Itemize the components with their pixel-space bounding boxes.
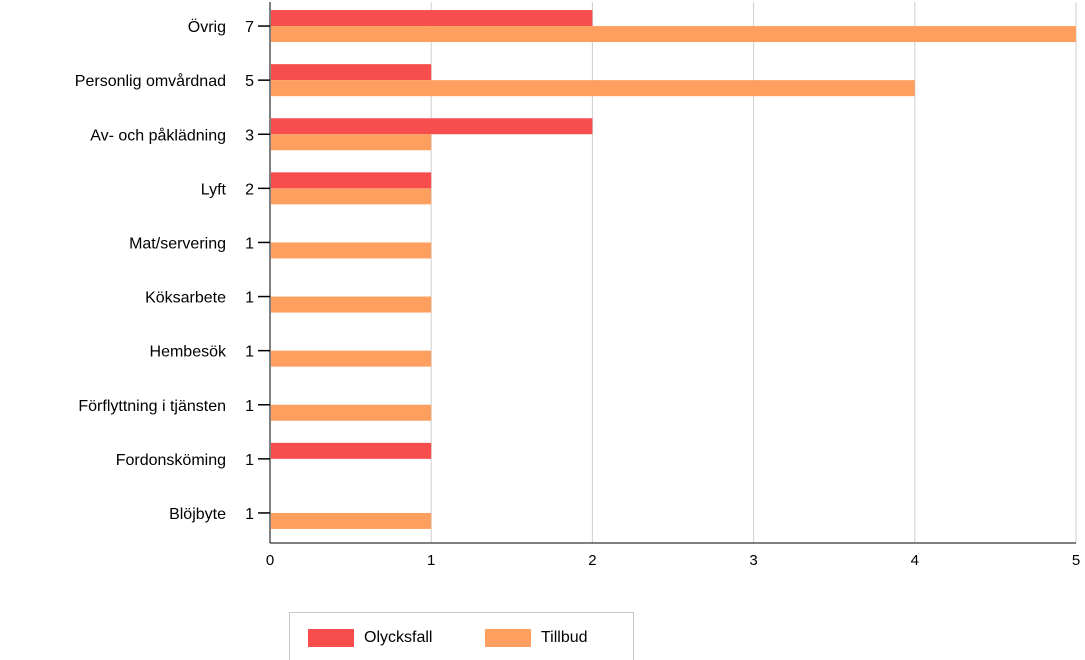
bar-olycksfall-fordonskoming (271, 442, 432, 459)
category-total-lyft: 2 (245, 181, 254, 198)
x-tick-label: 4 (911, 552, 919, 569)
axes (258, 2, 1076, 544)
category-total-ovrig: 7 (245, 19, 254, 36)
bar-tillbud-lyft (271, 188, 432, 205)
bar-tillbud-personlig-omvardnad (271, 80, 915, 97)
legend-label-olycksfall: Olycksfall (364, 629, 433, 646)
category-total-personlig-omvardnad: 5 (245, 73, 254, 90)
legend: Olycksfall Tillbud (289, 612, 634, 660)
x-tick-label: 1 (427, 552, 435, 569)
x-tick-label: 0 (266, 552, 274, 569)
category-total-fordonskoming: 1 (245, 452, 254, 469)
labels: 0 1 2 3 4 5 7 Övrig 5 Personlig omvårdnad 3 Av- och… (75, 18, 1080, 569)
bar-tillbud-ovrig (271, 26, 1076, 43)
legend-swatch-olycksfall (308, 629, 354, 647)
category-label-hembesok: Hembesök (150, 344, 227, 361)
legend-swatch-tillbud (485, 629, 531, 647)
legend-item-tillbud: Tillbud (485, 629, 588, 647)
category-label-personlig-omvardnad: Personlig omvårdnad (75, 72, 226, 90)
category-label-av-och-pakladning: Av- och påklädning (90, 126, 226, 144)
bar-tillbud-av-och-pakladning (271, 134, 432, 151)
bar-tillbud-hembesok (271, 350, 432, 367)
category-label-lyft: Lyft (201, 181, 227, 198)
bar-chart: 0 1 2 3 4 5 7 Övrig 5 Personlig omvårdnad 3 Av- och… (75, 2, 1080, 569)
bar-tillbud-forflyttning-i-tjansten (271, 404, 432, 421)
bar-olycksfall-ovrig (271, 10, 593, 27)
category-total-av-och-pakladning: 3 (245, 127, 254, 144)
bar-tillbud-koksarbete (271, 296, 432, 313)
category-total-forflyttning-i-tjansten: 1 (245, 398, 254, 415)
category-total-hembesok: 1 (245, 344, 254, 361)
bar-olycksfall-av-och-pakladning (271, 118, 593, 135)
legend-label-tillbud: Tillbud (541, 629, 588, 646)
x-tick-label: 5 (1072, 552, 1080, 569)
bar-tillbud-blojbyte (271, 512, 432, 529)
category-total-mat-servering: 1 (245, 235, 254, 252)
category-total-blojbyte: 1 (245, 506, 254, 523)
bar-olycksfall-lyft (271, 172, 432, 189)
x-tick-label: 3 (749, 552, 757, 569)
category-label-koksarbete: Köksarbete (145, 290, 226, 307)
category-total-koksarbete: 1 (245, 290, 254, 307)
x-tick-label: 2 (588, 552, 596, 569)
category-label-forflyttning-i-tjansten: Förflyttning i tjänsten (78, 398, 226, 415)
category-label-mat-servering: Mat/servering (129, 235, 226, 252)
bar-tillbud-mat-servering (271, 242, 432, 259)
bars (271, 10, 1076, 529)
category-label-ovrig: Övrig (188, 18, 226, 36)
legend-item-olycksfall: Olycksfall (308, 629, 432, 647)
category-label-blojbyte: Blöjbyte (169, 506, 226, 523)
category-label-fordonskoming: Fordonsköming (116, 452, 226, 469)
bar-olycksfall-personlig-omvardnad (271, 64, 432, 81)
